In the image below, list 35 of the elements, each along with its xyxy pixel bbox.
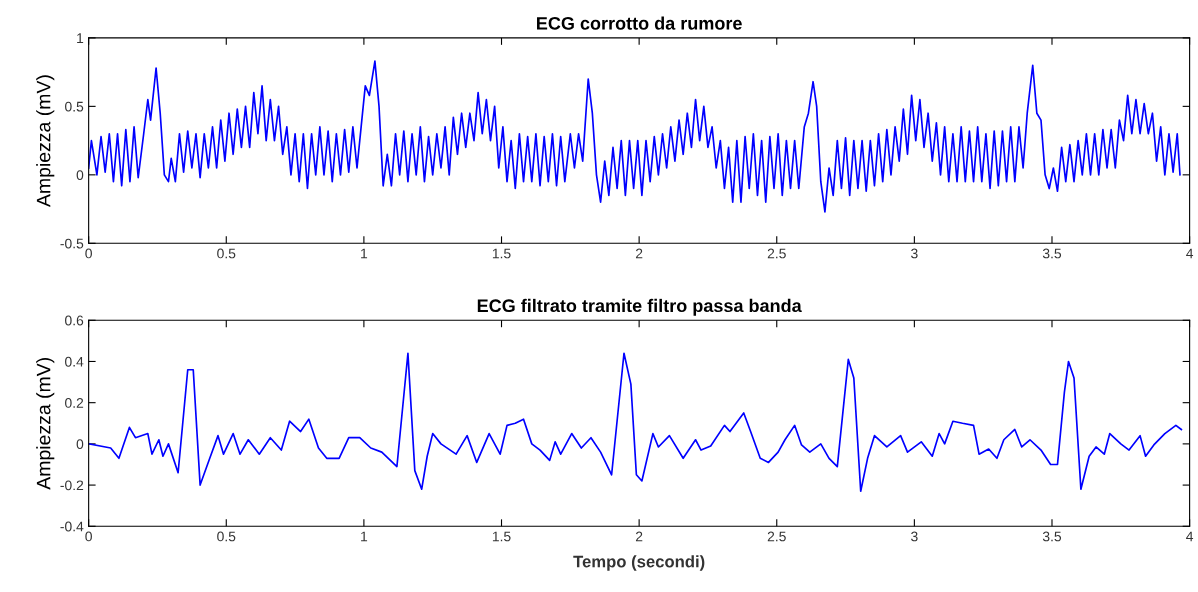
- x-tick-label: 0.5: [217, 248, 236, 259]
- x-tick-label: 2: [635, 531, 643, 542]
- x-tick-label: 4: [1186, 531, 1194, 542]
- y-tick-label: 1: [77, 33, 84, 43]
- y-tick-label: -0.4: [60, 521, 84, 532]
- y-tick-label: 0: [76, 170, 84, 181]
- x-tick-label: 3: [911, 531, 918, 542]
- y-axis-title: Ampiezza (mV): [36, 358, 55, 490]
- x-tick-label: 2.5: [767, 248, 786, 259]
- y-tick-label: 0.5: [65, 101, 84, 112]
- x-tick-label: 0.5: [217, 531, 236, 542]
- y-tick-label: -0.2: [60, 480, 84, 491]
- y-tick-label: -0.5: [60, 238, 84, 249]
- x-tick-label: 2.5: [767, 531, 786, 542]
- y-tick-label: 0.2: [65, 398, 84, 408]
- x-axis-title: Tempo (secondi): [573, 555, 705, 571]
- y-tick-label: 0: [76, 439, 84, 450]
- chart-title: ECG filtrato tramite filtro passa banda: [477, 298, 802, 316]
- x-tick-label: 3.5: [1042, 531, 1062, 542]
- line-series: [88, 352, 1183, 493]
- chart-title: ECG corrotto da rumore: [537, 16, 742, 30]
- x-tick-label: 0: [85, 531, 92, 542]
- x-tick-label: 1: [361, 531, 368, 542]
- x-tick-label: 4: [1186, 248, 1194, 259]
- y-tick-label: 0.6: [65, 315, 84, 326]
- x-tick-label: 0: [85, 248, 92, 259]
- x-tick-label: 1.5: [492, 248, 511, 259]
- y-tick-label: 0.4: [65, 356, 84, 367]
- y-axis-title: Ampiezza (mV): [36, 75, 55, 207]
- line-series: [88, 60, 1181, 213]
- x-tick-label: 1: [361, 248, 368, 259]
- x-tick-label: 2: [635, 248, 643, 259]
- x-tick-label: 1.5: [492, 531, 511, 542]
- x-tick-label: 3: [911, 248, 918, 259]
- x-tick-label: 3.5: [1042, 248, 1062, 259]
